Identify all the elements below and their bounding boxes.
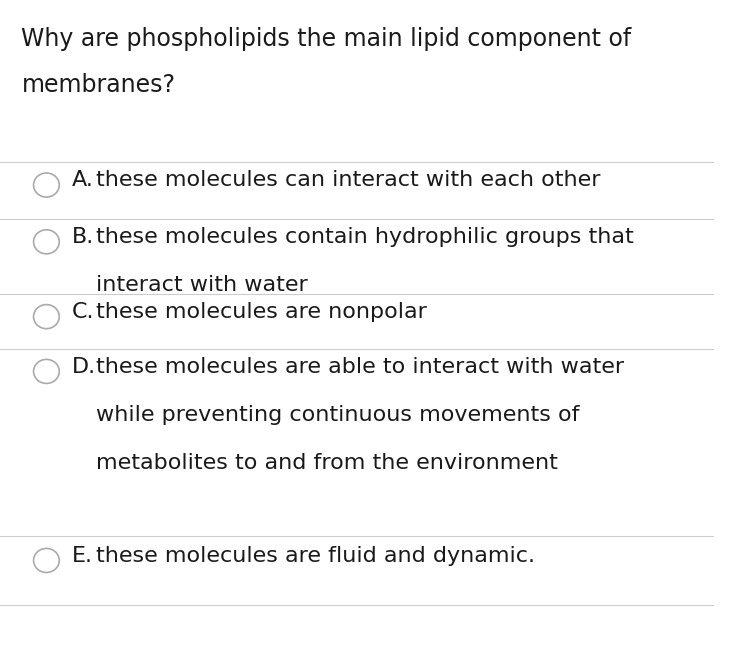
Text: these molecules are fluid and dynamic.: these molecules are fluid and dynamic.: [97, 546, 535, 566]
Text: B.: B.: [71, 227, 94, 247]
Text: these molecules are nonpolar: these molecules are nonpolar: [97, 302, 427, 322]
Text: C.: C.: [71, 302, 94, 322]
Text: these molecules can interact with each other: these molecules can interact with each o…: [97, 170, 601, 190]
Text: these molecules contain hydrophilic groups that: these molecules contain hydrophilic grou…: [97, 227, 634, 247]
Circle shape: [33, 359, 59, 383]
Circle shape: [33, 230, 59, 254]
Text: while preventing continuous movements of: while preventing continuous movements of: [97, 405, 580, 425]
Circle shape: [33, 305, 59, 329]
Text: D.: D.: [71, 357, 95, 377]
Circle shape: [33, 548, 59, 572]
Text: interact with water: interact with water: [97, 275, 308, 295]
Text: Why are phospholipids the main lipid component of: Why are phospholipids the main lipid com…: [21, 27, 632, 51]
Circle shape: [33, 173, 59, 197]
Text: membranes?: membranes?: [21, 73, 175, 98]
Text: these molecules are able to interact with water: these molecules are able to interact wit…: [97, 357, 624, 377]
Text: metabolites to and from the environment: metabolites to and from the environment: [97, 453, 558, 473]
Text: E.: E.: [71, 546, 92, 566]
Text: A.: A.: [71, 170, 93, 190]
